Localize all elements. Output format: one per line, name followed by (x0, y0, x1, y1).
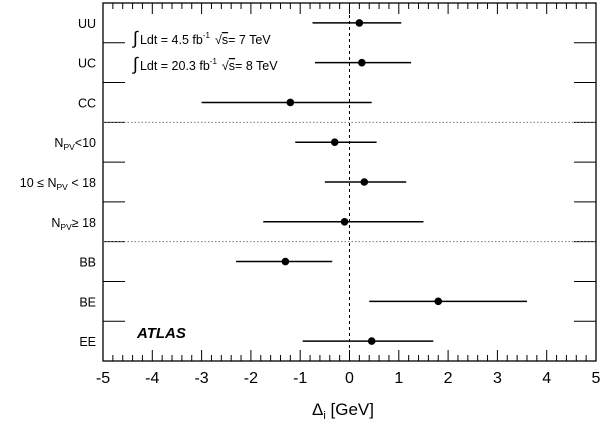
x-tick-label: 4 (542, 370, 551, 387)
data-point (340, 217, 349, 226)
x-tick-label: -1 (293, 370, 307, 387)
y-category-label: BE (79, 295, 96, 309)
x-tick-label: 1 (394, 370, 403, 387)
x-tick-label: 2 (444, 370, 453, 387)
x-tick-labels: -5 -4 -3 -2 -1 0 1 2 3 4 5 (96, 370, 601, 387)
y-category-label: NPV≥ 18 (51, 216, 96, 232)
lumi-label-7tev: ∫ Ldt = 4.5 fb-1 √s= 7 TeV (131, 28, 271, 48)
atlas-label: ATLAS (136, 325, 186, 342)
lumi-exponent: -1 (210, 57, 218, 66)
data-point (360, 178, 369, 186)
lumi-label-8tev: ∫ Ldt = 20.3 fb-1 √s= 8 TeV (131, 54, 278, 74)
x-axis-label-sub: i (323, 410, 325, 422)
x-tick-label: 5 (592, 370, 601, 387)
sqrt-argument: s (222, 33, 228, 47)
group-separators (103, 121, 596, 243)
data-point (330, 138, 339, 147)
x-tick-label: 0 (345, 370, 354, 387)
data-point (358, 58, 366, 67)
lumi-exponent: -1 (203, 31, 211, 40)
x-tick-label: -2 (244, 370, 258, 387)
x-axis-label-unit: [GeV] (326, 400, 374, 419)
y-category-label: EE (79, 335, 96, 349)
y-category-label: NPV<10 (54, 136, 96, 152)
data-point (434, 297, 443, 306)
y-category-label: UU (78, 17, 96, 31)
sqrt-sign: √ (215, 33, 222, 47)
x-tick-label: -4 (145, 370, 159, 387)
y-category-label: CC (78, 96, 96, 110)
y-category-label: UC (78, 57, 96, 71)
integral-sign: ∫ (131, 54, 139, 74)
x-tick-label: -3 (194, 370, 208, 387)
data-point (281, 257, 290, 266)
data-points (201, 19, 527, 345)
data-point (286, 98, 295, 107)
y-category-labels: UU UC CC NPV<10 10 ≤ NPV < 18 NPV≥ 18 BB BE EE (20, 17, 96, 349)
y-category-label: 10 ≤ NPV < 18 (20, 176, 96, 192)
data-point (367, 337, 376, 345)
data-point (355, 19, 364, 27)
x-tick-label: 3 (493, 370, 502, 387)
x-tick-label: -5 (96, 370, 110, 387)
sqrt-sign: √ (222, 59, 229, 73)
integral-sign: ∫ (131, 28, 139, 48)
axis-ticks (102, 3, 597, 361)
y-category-label: BB (79, 256, 96, 270)
x-axis-label: Δi [GeV] (312, 400, 374, 422)
sqrt-argument: s (229, 59, 235, 73)
